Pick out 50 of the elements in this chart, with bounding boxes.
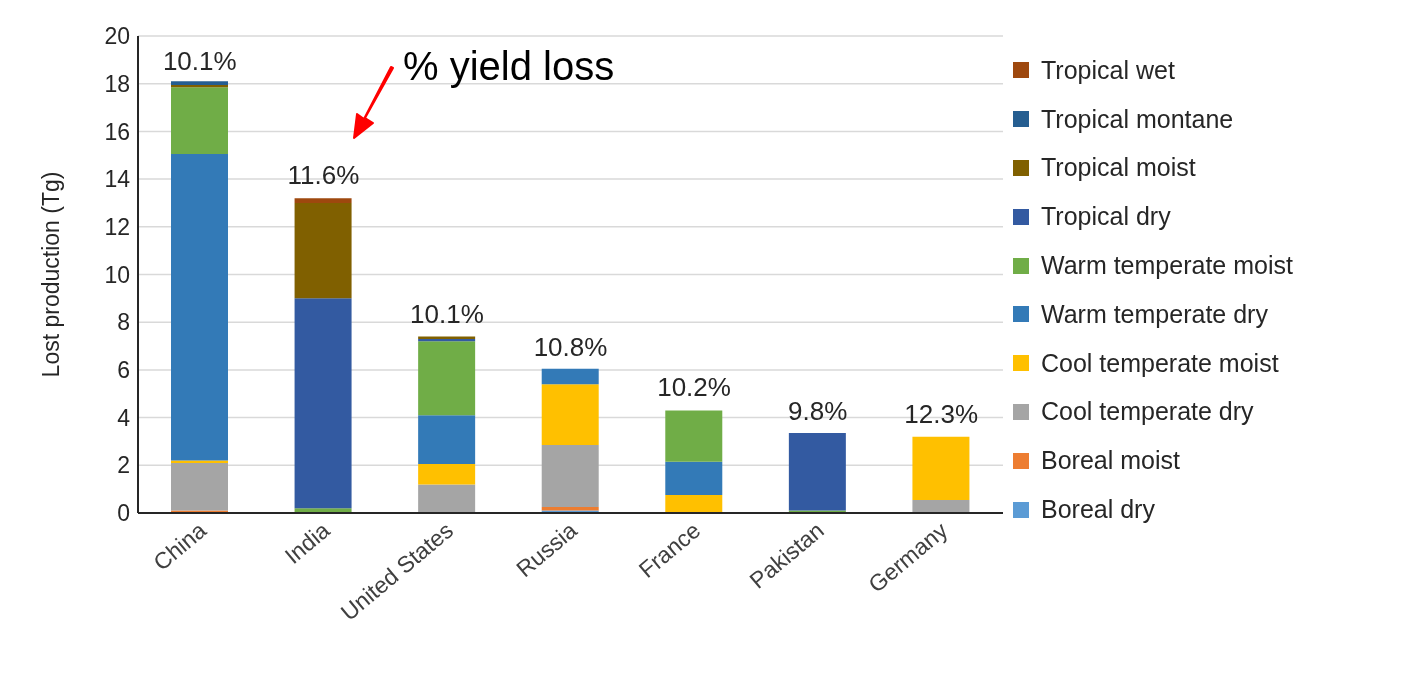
legend-label: Boreal dry	[1041, 495, 1155, 525]
bar	[294, 298, 352, 509]
y-tick-label: 10	[104, 261, 130, 288]
y-tick-label: 12	[104, 213, 130, 240]
annotation: 10.1%	[410, 298, 484, 329]
bar	[418, 415, 476, 465]
y-tick-label: 6	[117, 357, 130, 384]
bar	[541, 445, 599, 508]
annotation: 10.2%	[657, 372, 731, 403]
bar	[665, 495, 723, 513]
annotation: 10.1%	[162, 45, 237, 76]
annotation: % yield loss	[403, 44, 615, 89]
bar	[418, 484, 476, 513]
bar	[171, 87, 228, 155]
annotation: 9.8%	[788, 396, 848, 427]
legend-label: Warm temperate moist	[1041, 251, 1293, 281]
legend-label: Warm temperate dry	[1041, 299, 1268, 329]
bar	[912, 436, 970, 500]
bar	[788, 433, 846, 511]
y-tick-label: 2	[117, 452, 130, 479]
y-tick-label: 4	[117, 404, 131, 431]
y-tick-label: 18	[104, 70, 130, 97]
bar	[294, 198, 352, 203]
legend-label: Cool temperate moist	[1041, 348, 1279, 378]
legend-label: Tropical dry	[1041, 202, 1171, 232]
legend-label: Boreal moist	[1041, 446, 1180, 476]
legend-label: Tropical wet	[1041, 55, 1175, 85]
y-tick-label: 16	[104, 118, 130, 145]
annotation: 11.6%	[287, 160, 360, 191]
y-axis-title: Lost production (Tg)	[38, 171, 65, 378]
bar	[294, 202, 352, 299]
bar	[541, 368, 599, 385]
bar	[418, 464, 476, 485]
y-tick-label: 14	[104, 166, 131, 193]
bar	[418, 341, 476, 416]
bar	[912, 499, 970, 513]
y-tick-label: 0	[117, 500, 130, 527]
x-tick-label: India	[279, 516, 335, 569]
legend-label: Tropical moist	[1041, 153, 1196, 183]
bar	[171, 154, 228, 461]
legend-label: Cool temperate dry	[1041, 397, 1254, 427]
legend-label: Tropical montane	[1041, 104, 1234, 134]
bar	[541, 384, 599, 446]
y-tick-label: 20	[104, 23, 130, 50]
bar	[665, 461, 723, 496]
annotation: 10.8%	[533, 331, 608, 362]
bar	[171, 462, 228, 511]
annotation: 12.3%	[904, 398, 979, 429]
y-tick-label: 8	[117, 309, 130, 336]
bar	[665, 410, 723, 462]
